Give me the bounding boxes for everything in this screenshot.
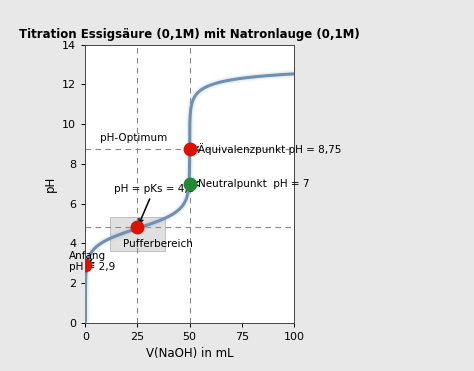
Text: Anfang
pH = 2,9: Anfang pH = 2,9 bbox=[69, 251, 115, 272]
Bar bbox=[110, 217, 164, 251]
Title: Titration Essigsäure (0,1M) mit Natronlauge (0,1M): Titration Essigsäure (0,1M) mit Natronla… bbox=[19, 27, 360, 40]
Y-axis label: pH: pH bbox=[44, 175, 56, 192]
Text: pH = pKs = 4,8: pH = pKs = 4,8 bbox=[114, 184, 194, 223]
Text: pH-Optimum: pH-Optimum bbox=[100, 133, 167, 143]
Text: Äquivalenzpunkt pH = 8,75: Äquivalenzpunkt pH = 8,75 bbox=[192, 143, 341, 155]
Text: Pufferbereich: Pufferbereich bbox=[123, 239, 193, 249]
Text: Neutralpunkt  pH = 7: Neutralpunkt pH = 7 bbox=[192, 179, 310, 188]
X-axis label: V(NaOH) in mL: V(NaOH) in mL bbox=[146, 347, 233, 360]
